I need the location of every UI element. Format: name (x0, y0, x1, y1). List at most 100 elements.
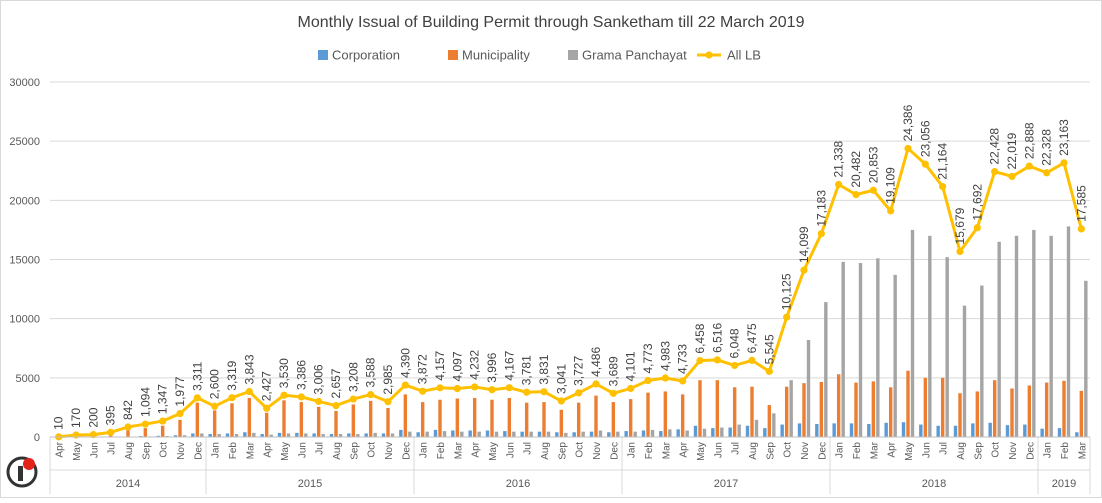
bar-grama-panchayat (651, 430, 654, 437)
x-month-label: Oct (783, 442, 794, 458)
all-lb-point (419, 388, 426, 395)
bar-corporation (347, 433, 350, 437)
all-lb-point (523, 389, 530, 396)
bar-grama-panchayat (460, 432, 463, 437)
data-label: 3,781 (520, 355, 534, 385)
bar-municipality (456, 399, 459, 437)
data-label: 170 (69, 408, 83, 428)
bar-corporation (728, 428, 731, 437)
all-lb-point (766, 368, 773, 375)
y-tick-label: 0 (34, 432, 40, 444)
bar-municipality (317, 407, 320, 437)
legend-label: Municipality (462, 48, 530, 63)
data-label: 3,831 (537, 354, 551, 384)
logo-dot (23, 458, 35, 470)
x-month-label: Aug (748, 442, 759, 460)
data-label: 200 (86, 407, 100, 427)
all-lb-point (731, 362, 738, 369)
bar-corporation (694, 426, 697, 437)
data-label: 3,689 (606, 356, 620, 386)
bar-municipality (785, 387, 788, 437)
data-label: 6,475 (745, 323, 759, 353)
all-lb-point (1060, 159, 1067, 166)
bar-municipality (213, 410, 216, 437)
x-month-label: Jul (731, 442, 742, 455)
all-lb-point (748, 357, 755, 364)
bar-grama-panchayat (633, 432, 636, 437)
all-lb-point (402, 381, 409, 388)
bar-corporation (971, 423, 974, 437)
all-lb-point (662, 374, 669, 381)
data-label: 3,588 (364, 357, 378, 387)
bar-municipality (1062, 381, 1065, 437)
data-label: 17,183 (814, 190, 828, 227)
bar-municipality (438, 400, 441, 437)
x-month-label: Sep (349, 442, 360, 460)
bar-municipality (542, 402, 545, 437)
x-month-label: May (280, 442, 291, 461)
all-lb-point (384, 398, 391, 405)
bar-municipality (508, 398, 511, 437)
bar-municipality (560, 410, 563, 437)
data-label: 23,163 (1057, 119, 1071, 156)
all-lb-point (696, 357, 703, 364)
bar-grama-panchayat (200, 433, 203, 437)
bar-municipality (144, 428, 147, 437)
bar-corporation (364, 433, 367, 437)
all-lb-point (315, 398, 322, 405)
bar-corporation (1023, 425, 1026, 437)
data-label: 3,386 (294, 360, 308, 390)
x-month-label: Jun (921, 442, 932, 458)
bar-municipality (854, 383, 857, 437)
x-month-label: Jul (315, 442, 326, 455)
x-month-label: Aug (124, 442, 135, 460)
bar-corporation (711, 428, 714, 437)
data-label: 1,094 (138, 387, 152, 417)
data-label: 3,872 (416, 354, 430, 384)
bar-grama-panchayat (980, 286, 983, 437)
x-month-label: Jun (713, 442, 724, 458)
all-lb-point (644, 377, 651, 384)
bar-grama-panchayat (252, 433, 255, 437)
legend-swatch (448, 50, 458, 60)
bar-municipality (802, 383, 805, 437)
bar-municipality (993, 380, 996, 437)
bar-grama-panchayat (1049, 236, 1052, 437)
all-lb-point (852, 191, 859, 198)
bar-corporation (399, 430, 402, 437)
bar-grama-panchayat (581, 432, 584, 437)
bar-grama-panchayat (824, 302, 827, 437)
data-label: 1,977 (173, 376, 187, 406)
data-label: 2,657 (329, 368, 343, 398)
bar-corporation (936, 426, 939, 437)
data-label: 4,486 (589, 347, 603, 377)
x-month-label: Nov (800, 442, 811, 460)
legend-marker (705, 51, 712, 58)
data-label: 3,041 (554, 364, 568, 394)
bar-grama-panchayat (616, 432, 619, 437)
x-month-label: Sep (973, 442, 984, 460)
x-month-label: Sep (765, 442, 776, 460)
bar-municipality (872, 381, 875, 437)
data-label: 2,985 (381, 364, 395, 394)
bar-corporation (243, 432, 246, 437)
x-month-label: Jul (939, 442, 950, 455)
all-lb-point (211, 403, 218, 410)
bar-grama-panchayat (737, 425, 740, 437)
bar-grama-panchayat (893, 275, 896, 437)
bar-municipality (490, 400, 493, 437)
all-lb-point (471, 383, 478, 390)
x-month-label: Feb (644, 442, 655, 460)
data-label: 4,983 (658, 341, 672, 371)
bar-municipality (924, 378, 927, 437)
x-month-label: Jun (505, 442, 516, 458)
bar-corporation (763, 428, 766, 437)
bar-municipality (126, 430, 129, 437)
bar-corporation (676, 429, 679, 437)
bar-municipality (334, 411, 337, 437)
bar-corporation (468, 430, 471, 437)
all-lb-point (679, 377, 686, 384)
bar-corporation (867, 424, 870, 437)
bar-municipality (958, 393, 961, 437)
data-label: 4,097 (450, 351, 464, 381)
